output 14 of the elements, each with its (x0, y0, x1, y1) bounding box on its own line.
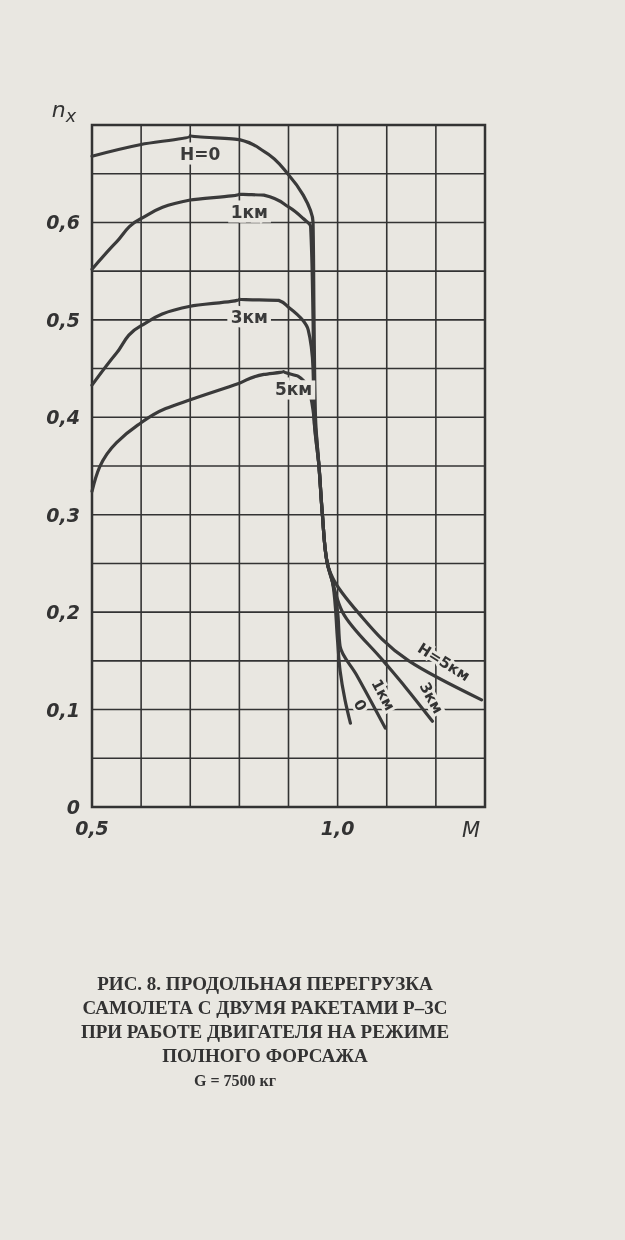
y-tick-label: 0,4 (46, 406, 80, 429)
annotation: 3км (415, 679, 448, 717)
x-tick-label: 1,0 (320, 817, 355, 839)
annotation: 0 (349, 696, 371, 715)
y-tick-label: 0,6 (46, 211, 80, 234)
y-tick-label: 0 (66, 796, 80, 818)
text: G = 7500 кг (193, 1072, 277, 1089)
y-tick-label: 0,5 (46, 308, 80, 331)
y-tick-label: 0,3 (46, 503, 80, 526)
y-axis-title: n$_{x}$ (51, 97, 77, 127)
text: РИС. 8. ПРОДОЛЬНАЯ ПЕРЕГРУЗКА САМОЛЕТА С ДВУМЯ РАКЕТАМИ Р–3С ПРИ РАБОТЕ ДВИГАТЕЛЯ НА РЕЖИМЕ ПОЛНОГО ФОРСАЖА (80, 973, 450, 1066)
y-tick-label: 0,1 (46, 698, 80, 721)
y-tick-label: 0,2 (46, 601, 80, 624)
x-axis-title: M (461, 818, 481, 842)
